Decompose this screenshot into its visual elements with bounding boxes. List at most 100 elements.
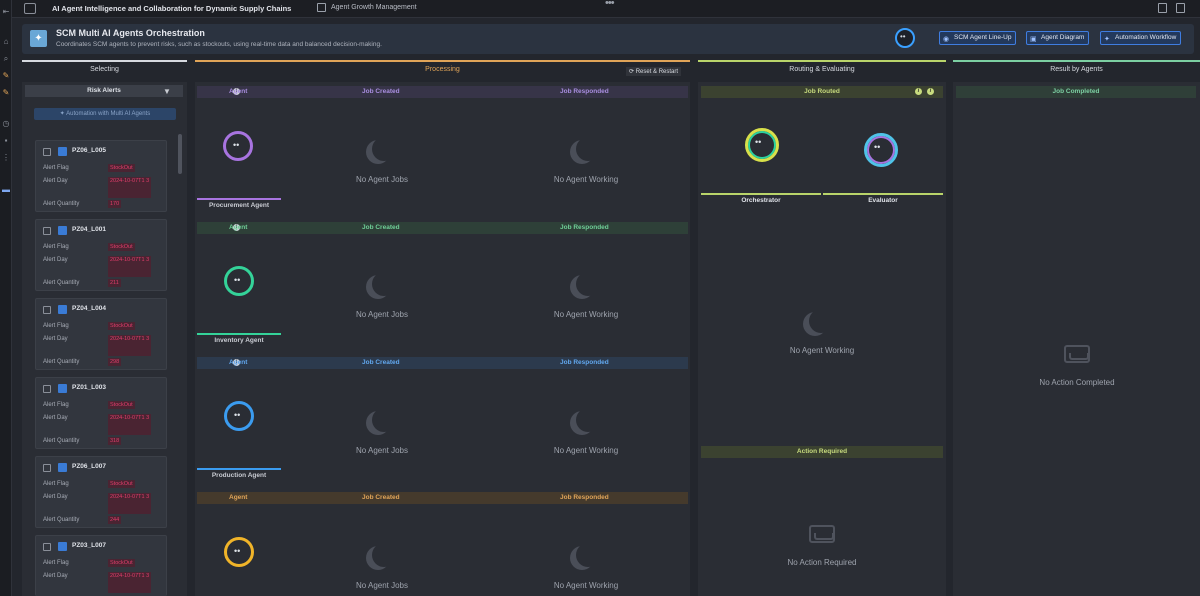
job-responded-label: Job Responded [560, 224, 609, 231]
info-icon[interactable]: i [233, 358, 240, 366]
alert-type-icon [58, 384, 67, 393]
moon-icon [372, 272, 396, 296]
inbox-tray-icon [809, 525, 835, 543]
processing-row-header: Agent Job Created Job Responded [197, 492, 688, 504]
job-created-label: Job Created [362, 88, 400, 95]
job-created-empty: No Agent Jobs [355, 310, 409, 319]
orchestrator-avatar[interactable] [745, 128, 779, 162]
folder-icon[interactable]: ▪ [4, 136, 8, 145]
alert-day-value: 2024-10-07T1 3 [108, 493, 152, 514]
alert-card[interactable]: PZ04_L001 Alert Flag StockOut Alert Day … [35, 219, 167, 291]
reset-restart-button[interactable]: ⟳ Reset & Restart [626, 67, 682, 76]
automation-multi-agents-button[interactable]: ✦ Automation with Multi AI Agents [34, 108, 176, 120]
alert-checkbox[interactable] [43, 227, 51, 235]
alert-quantity-value: 298 [108, 358, 122, 366]
alert-flag-label: Alert Flag [43, 481, 69, 487]
result-panel [953, 82, 1200, 596]
alert-day-value: 2024-10-07T1 3 [108, 414, 152, 435]
orchestrator-avatar[interactable] [895, 28, 915, 48]
routing-panel [698, 82, 946, 596]
info-icon[interactable]: i [915, 88, 922, 95]
alert-quantity-label: Alert Quantity [43, 517, 80, 523]
alert-id: PZ06_L005 [72, 147, 106, 154]
top-bar: AI Agent Intelligence and Collaboration … [12, 0, 1200, 18]
agent-avatar[interactable] [224, 537, 254, 567]
scm-agent-lineup-button[interactable]: ◉ SCM Agent Line-Up [939, 31, 1017, 45]
history-icon[interactable]: ◷ [2, 119, 10, 128]
info-icon[interactable]: i [233, 223, 240, 231]
copy-icon[interactable] [1158, 3, 1167, 13]
window-icon[interactable] [24, 3, 36, 14]
production-agent-label: Production Agent [197, 468, 281, 480]
job-created-label: Job Created [362, 359, 400, 366]
agent-growth-link[interactable]: Agent Growth Management [331, 4, 417, 11]
agent-icon[interactable]: ✎ [2, 88, 10, 97]
job-responded-empty: No Agent Working [553, 581, 619, 590]
column-routing: Routing & Evaluating [698, 60, 946, 80]
automation-label: Automation with Multi AI Agents [66, 111, 151, 117]
alert-day-label: Alert Day [43, 415, 68, 421]
job-completed-header: Job Completed [956, 86, 1196, 98]
alert-flag-value: StockOut [108, 401, 135, 409]
job-responded-empty: No Agent Working [553, 310, 619, 319]
alert-checkbox[interactable] [43, 543, 51, 551]
menu-toggle-icon[interactable]: ⇤ [2, 7, 10, 16]
external-link-icon[interactable] [317, 3, 326, 12]
risk-alerts-header: Risk Alerts [25, 85, 183, 97]
alert-quantity-label: Alert Quantity [43, 438, 80, 444]
job-created-empty: No Agent Jobs [355, 446, 409, 455]
production-agent-avatar[interactable] [224, 401, 254, 431]
processing-row-header: Agent i Job Created Job Responded [197, 86, 688, 98]
procurement-agent-label: Procurement Agent [197, 198, 281, 210]
alert-card[interactable]: PZ06_L007 Alert Flag StockOut Alert Day … [35, 456, 167, 528]
search-icon[interactable]: ⌕ [3, 54, 9, 63]
agent-diagram-button[interactable]: ▣ Agent Diagram [1026, 31, 1090, 45]
column-selecting: Selecting [22, 60, 187, 80]
column-result: Result by Agents [953, 60, 1200, 80]
alert-day-label: Alert Day [43, 178, 68, 184]
alert-type-icon [58, 463, 67, 472]
alert-card[interactable]: PZ06_L005 Alert Flag StockOut Alert Day … [35, 140, 167, 212]
alert-day-label: Alert Day [43, 573, 68, 579]
alert-quantity-label: Alert Quantity [43, 201, 80, 207]
alert-day-label: Alert Day [43, 336, 68, 342]
job-created-empty: No Agent Jobs [355, 581, 409, 590]
trash-icon[interactable] [1176, 3, 1185, 13]
job-routed-header: Job Routed i i [701, 86, 943, 98]
inventory-agent-label: Inventory Agent [197, 333, 281, 345]
alert-type-icon [58, 226, 67, 235]
more-icon[interactable]: ••• [605, 0, 615, 9]
info-icon[interactable]: i [233, 87, 240, 95]
alert-card[interactable]: PZ01_L003 Alert Flag StockOut Alert Day … [35, 377, 167, 449]
job-created-label: Job Created [362, 224, 400, 231]
processing-panel [195, 82, 690, 596]
chat-icon[interactable]: ▬ [2, 185, 10, 194]
page-title: SCM Multi AI Agents Orchestration [56, 28, 205, 38]
alert-card[interactable]: PZ03_L007 Alert Flag StockOut Alert Day … [35, 535, 167, 596]
alert-day-value: 2024-10-07T1 3 [108, 572, 152, 593]
alert-flag-label: Alert Flag [43, 165, 69, 171]
info-icon[interactable]: i [927, 88, 934, 95]
alert-day-value: 2024-10-07T1 3 [108, 177, 152, 198]
moon-icon [576, 408, 600, 432]
home-icon[interactable]: ⌂ [3, 37, 9, 46]
alert-card[interactable]: PZ04_L004 Alert Flag StockOut Alert Day … [35, 298, 167, 370]
automation-workflow-button[interactable]: ✦ Automation Workflow [1100, 31, 1182, 45]
alert-checkbox[interactable] [43, 148, 51, 156]
alert-checkbox[interactable] [43, 306, 51, 314]
alert-id: PZ06_L007 [72, 463, 106, 470]
alerts-scrollbar[interactable] [178, 134, 182, 174]
tool-icon[interactable]: ✎ [2, 71, 10, 80]
alert-flag-value: StockOut [108, 243, 135, 251]
alert-checkbox[interactable] [43, 464, 51, 472]
alert-checkbox[interactable] [43, 385, 51, 393]
procurement-agent-avatar[interactable] [223, 131, 253, 161]
evaluator-avatar[interactable] [864, 133, 898, 167]
moon-icon [576, 272, 600, 296]
inventory-agent-avatar[interactable] [224, 266, 254, 296]
page-subtitle: Coordinates SCM agents to prevent risks,… [56, 41, 382, 48]
filter-icon[interactable]: ▼ [163, 87, 171, 96]
job-routed-label: Job Routed [804, 88, 840, 95]
alert-flag-value: StockOut [108, 164, 135, 172]
grid-icon[interactable]: ⋮ [2, 153, 10, 162]
